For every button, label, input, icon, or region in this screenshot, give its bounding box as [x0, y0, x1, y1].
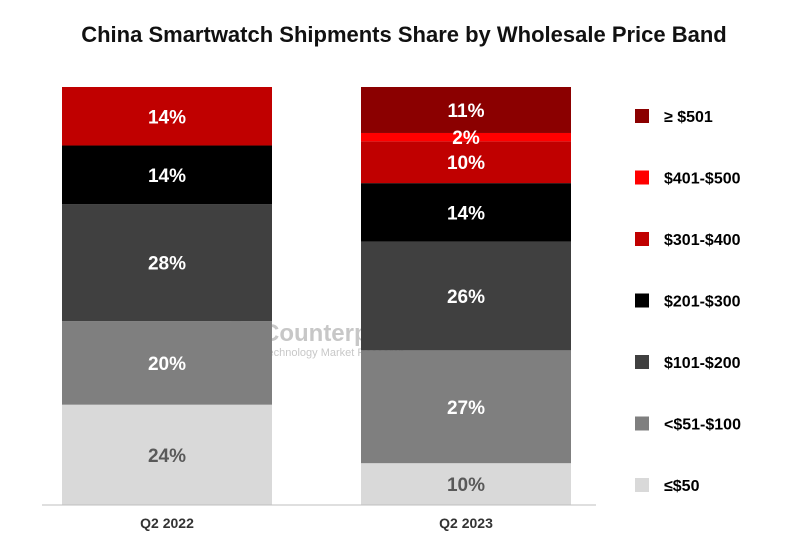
- data-label-q2-2023-6: 11%: [448, 101, 485, 122]
- bar-segment-q2-2023-51-100-1: [361, 350, 571, 464]
- legend-swatch-201-300-3: [635, 293, 649, 308]
- legend-label-101-200-4: $101-$200: [664, 355, 741, 372]
- bar-segment-q2-2023-401-500-5: [361, 132, 571, 142]
- data-label-q2-2023-4: 10%: [447, 153, 485, 174]
- labels-layer: 24% 20% 28% 14% 14% 10% 27% 26% 14% 10% 2% 11%: [148, 101, 485, 496]
- data-label-q2-2022-4: 14%: [148, 107, 186, 128]
- bars-layer: [62, 87, 571, 505]
- data-label-q2-2022-3: 14%: [148, 166, 186, 187]
- legend-swatch-50-6: [635, 478, 649, 492]
- x-axis-labels: Q2 2022 Q2 2023: [140, 515, 493, 531]
- legend-label-50-6: ≤$50: [664, 478, 700, 495]
- legend-swatch-101-200-4: [635, 355, 649, 369]
- data-label-q2-2022-2: 28%: [148, 254, 186, 275]
- legend-label-51-100-5: <$51-$100: [664, 417, 741, 434]
- bar-segment-q2-2023-101-200-2: [361, 241, 571, 351]
- legend-swatch-51-100-5: [635, 416, 649, 431]
- bar-segment-q2-2022-51-100-1: [62, 321, 272, 405]
- bar-segment-q2-2023-301-400-4: [361, 141, 571, 184]
- data-label-q2-2023-3: 14%: [447, 203, 485, 224]
- data-label-q2-2022-0: 24%: [148, 446, 186, 467]
- bar-segment-q2-2022-101-200-2: [62, 204, 272, 322]
- legend-swatch-301-400-2: [635, 232, 649, 246]
- bar-segment-q2-2023-201-300-3: [361, 183, 571, 242]
- legend-label-501-0: ≥ $501: [664, 109, 713, 126]
- legend-swatch-501-0: [635, 109, 649, 123]
- bar-segment-q2-2022-201-300-3: [62, 145, 272, 205]
- data-label-q2-2022-1: 20%: [148, 354, 186, 375]
- bar-segment-q2-2023-501-6: [361, 87, 571, 133]
- data-label-q2-2023-5: 2%: [452, 128, 480, 149]
- legend: ≥ $501 $401-$500 $301-$400 $201-$300 $101-$2…: [635, 109, 741, 495]
- legend-label-201-300-3: $201-$300: [664, 294, 741, 311]
- legend-label-301-400-2: $301-$400: [664, 232, 741, 249]
- bar-segment-q2-2022-50-0: [62, 404, 272, 505]
- x-tick-label-q2-2022: Q2 2022: [140, 515, 194, 531]
- bar-segment-q2-2022-301-400-4: [62, 87, 272, 146]
- legend-swatch-401-500-1: [635, 170, 649, 185]
- x-tick-label-q2-2023: Q2 2023: [439, 515, 493, 531]
- bar-segment-q2-2023-50-0: [361, 463, 571, 505]
- legend-label-401-500-1: $401-$500: [664, 171, 741, 188]
- chart-title: China Smartwatch Shipments Share by Whol…: [81, 22, 727, 47]
- data-label-q2-2023-0: 10%: [447, 475, 485, 496]
- data-label-q2-2023-1: 27%: [447, 398, 485, 419]
- data-label-q2-2023-2: 26%: [447, 287, 485, 308]
